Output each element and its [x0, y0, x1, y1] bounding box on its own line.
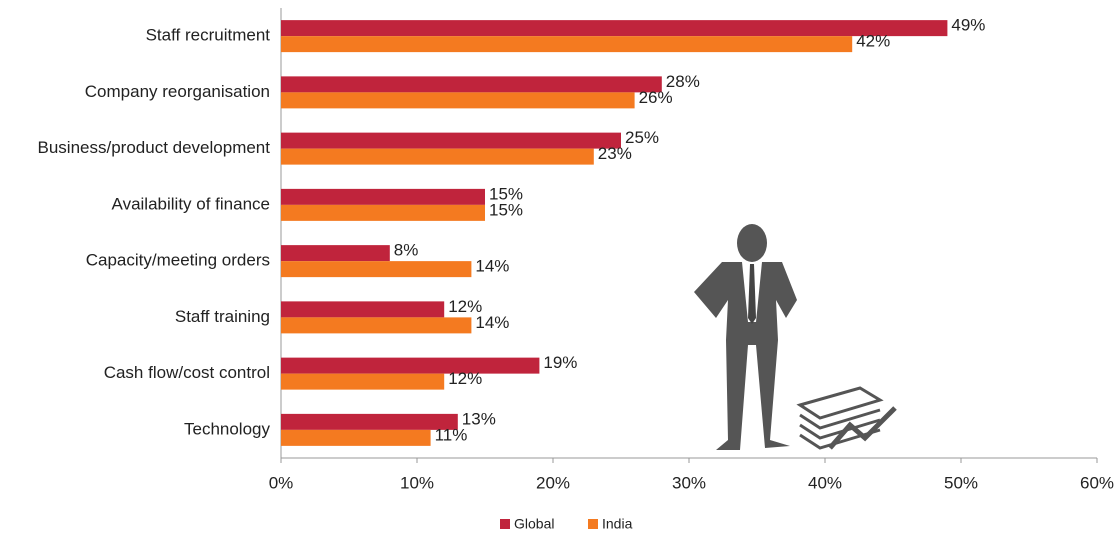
- value-label: 25%: [625, 128, 659, 147]
- x-tick-label: 50%: [944, 473, 978, 492]
- bill: [796, 386, 884, 420]
- value-label: 11%: [435, 425, 468, 444]
- x-tick-label: 30%: [672, 473, 706, 492]
- bar: [281, 261, 472, 278]
- category-label: Staff recruitment: [146, 26, 271, 45]
- bar: [281, 20, 948, 37]
- value-label: 26%: [639, 88, 673, 107]
- x-tick-label: 0%: [269, 473, 294, 492]
- bar: [281, 317, 472, 334]
- body: [694, 262, 797, 450]
- x-tick-label: 20%: [536, 473, 570, 492]
- legend-swatch: [588, 519, 598, 529]
- value-label: 19%: [543, 353, 577, 372]
- category-label: Staff training: [175, 307, 270, 326]
- value-label: 49%: [951, 16, 985, 35]
- category-label: Business/product development: [38, 138, 271, 157]
- category-label: Company reorganisation: [85, 82, 270, 101]
- bar: [281, 92, 635, 109]
- bar: [281, 429, 431, 446]
- bar: [281, 245, 390, 262]
- bar: [281, 204, 485, 221]
- bar: [281, 301, 445, 318]
- value-label: 15%: [489, 200, 523, 219]
- value-label: 23%: [598, 144, 632, 163]
- bar: [281, 413, 458, 430]
- value-label: 12%: [448, 297, 482, 316]
- bar: [281, 357, 540, 374]
- category-label: Capacity/meeting orders: [86, 251, 270, 270]
- value-label: 28%: [666, 72, 700, 91]
- bar: [281, 36, 853, 53]
- legend-label: India: [602, 516, 633, 532]
- bar: [281, 373, 445, 390]
- bar: [281, 148, 594, 165]
- bar: [281, 132, 621, 149]
- value-label: 8%: [394, 241, 419, 260]
- category-label: Technology: [184, 419, 271, 438]
- tie: [748, 264, 756, 324]
- trend-arrow: [828, 406, 897, 450]
- bar: [281, 188, 485, 205]
- category-label: Availability of finance: [112, 194, 270, 213]
- value-label: 14%: [475, 257, 509, 276]
- legend-swatch: [500, 519, 510, 529]
- value-label: 42%: [856, 32, 890, 51]
- category-label: Cash flow/cost control: [104, 363, 270, 382]
- businessman-illustration: [694, 224, 797, 450]
- bill-stack: [799, 408, 881, 450]
- money-icon: [796, 386, 897, 450]
- x-tick-label: 60%: [1080, 473, 1114, 492]
- bar: [281, 76, 662, 93]
- value-label: 15%: [489, 184, 523, 203]
- value-label: 14%: [475, 313, 509, 332]
- x-tick-label: 10%: [400, 473, 434, 492]
- value-label: 13%: [462, 409, 496, 428]
- legend-label: Global: [514, 516, 554, 532]
- head: [737, 224, 767, 262]
- value-label: 12%: [448, 369, 482, 388]
- x-tick-label: 40%: [808, 473, 842, 492]
